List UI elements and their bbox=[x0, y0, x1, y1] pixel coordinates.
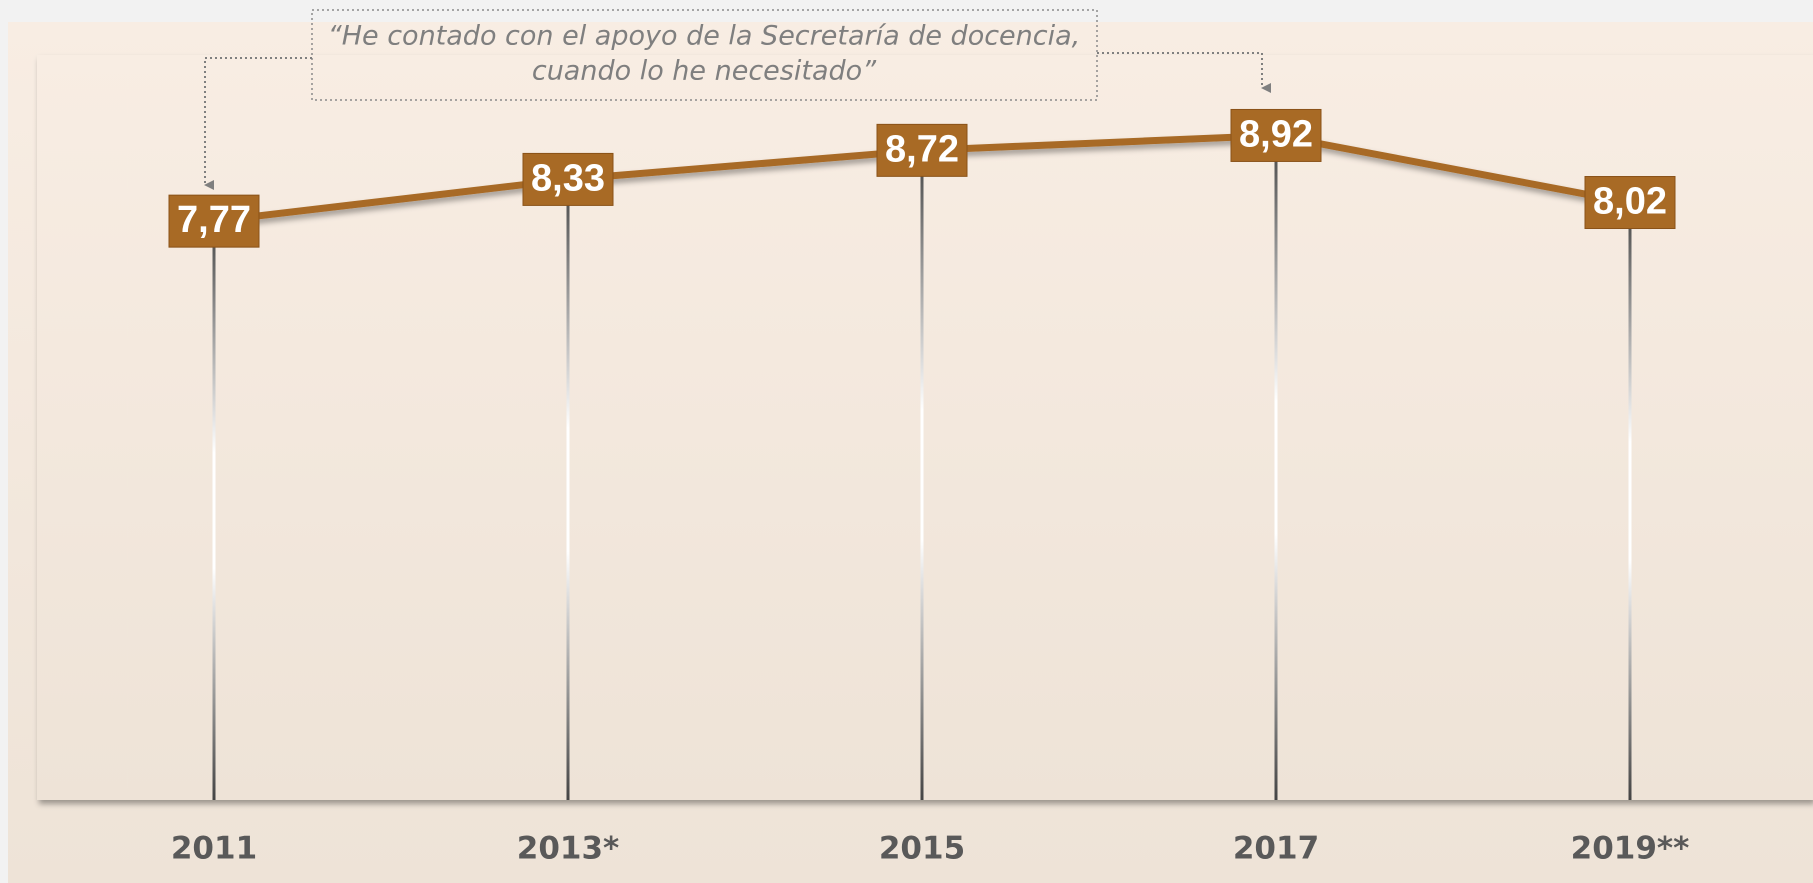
x-tick-label: 2015 bbox=[879, 831, 965, 867]
drop-line bbox=[1274, 135, 1278, 800]
drop-line bbox=[566, 179, 570, 801]
value-label: 8,92 bbox=[1239, 113, 1313, 155]
value-box bbox=[168, 194, 260, 248]
drop-line bbox=[920, 150, 924, 801]
annotation-arrow bbox=[1097, 52, 1271, 93]
x-tick-label: 2011 bbox=[171, 831, 257, 867]
value-box bbox=[1230, 108, 1322, 162]
value-box bbox=[876, 123, 968, 177]
annotation-box bbox=[311, 9, 1098, 101]
value-label: 8,02 bbox=[1593, 181, 1667, 223]
annotation: “He contado con el apoyo de la Secretarí… bbox=[328, 21, 1081, 52]
value-box bbox=[522, 152, 614, 206]
value-label: 8,72 bbox=[885, 128, 959, 170]
annotation: cuando lo he necesitado” bbox=[532, 56, 877, 87]
x-tick-label: 2013* bbox=[517, 831, 620, 867]
value-label: 8,33 bbox=[531, 157, 605, 199]
drop-line bbox=[212, 221, 216, 800]
x-tick-label: 2017 bbox=[1233, 831, 1319, 867]
drop-line bbox=[1628, 202, 1632, 800]
value-box bbox=[1584, 176, 1676, 230]
value-label: 7,77 bbox=[177, 199, 251, 241]
x-tick-label: 2019** bbox=[1571, 831, 1690, 867]
annotation-arrow bbox=[204, 57, 312, 190]
